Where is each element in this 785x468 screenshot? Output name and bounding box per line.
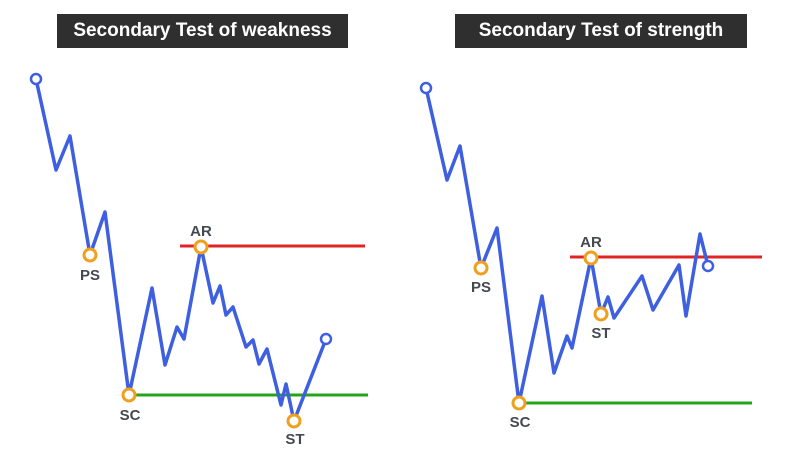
ps-label: PS <box>471 279 491 296</box>
sc-label: SC <box>120 407 141 424</box>
ar-marker <box>193 239 209 255</box>
panel-title: Secondary Test of strength <box>455 14 747 48</box>
sc-marker <box>121 387 137 403</box>
ps-marker <box>82 247 98 263</box>
st-label: ST <box>591 325 610 342</box>
ar-label: AR <box>190 223 212 240</box>
panel-weakness: Secondary Test of weakness PS SC AR ST <box>0 0 392 468</box>
ps-marker <box>473 260 489 276</box>
end-marker <box>319 332 333 346</box>
sc-marker <box>511 395 527 411</box>
price-line <box>34 78 328 423</box>
start-marker <box>29 72 43 86</box>
sc-label: SC <box>510 414 531 431</box>
ar-label: AR <box>580 234 602 251</box>
price-line <box>424 87 710 405</box>
st-marker <box>593 306 609 322</box>
panel-strength: Secondary Test of strength PS SC AR ST <box>392 0 785 468</box>
st-label: ST <box>285 431 304 448</box>
end-marker <box>701 259 715 273</box>
st-marker <box>286 413 302 429</box>
panel-title: Secondary Test of weakness <box>57 14 348 48</box>
strength-diagram: PS SC AR ST <box>419 81 762 431</box>
ar-marker <box>583 250 599 266</box>
ps-label: PS <box>80 267 100 284</box>
weakness-diagram: PS SC AR ST <box>29 72 368 448</box>
start-marker <box>419 81 433 95</box>
